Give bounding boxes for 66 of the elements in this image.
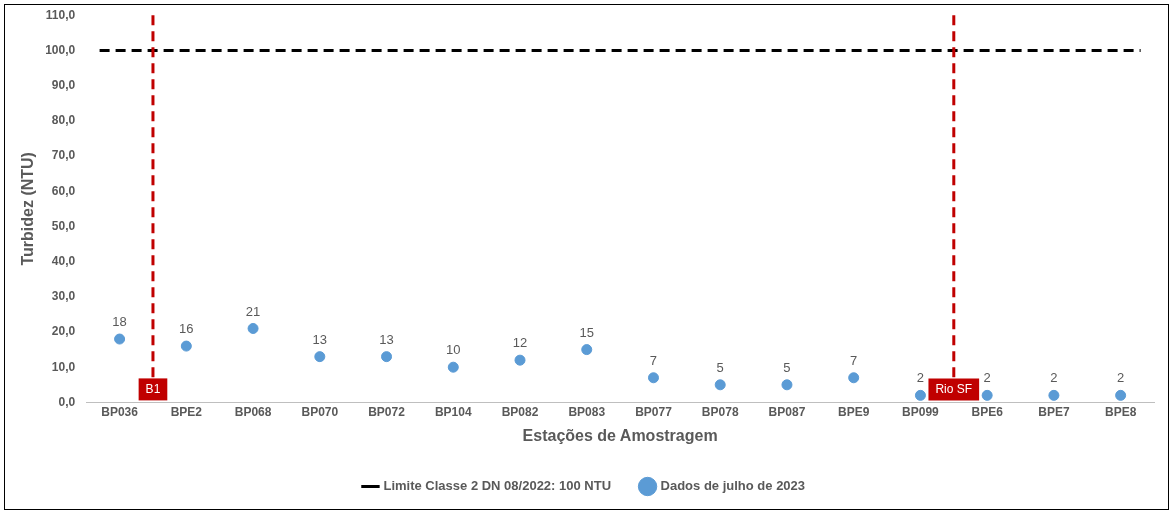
x-axis-title: Estações de Amostragem	[522, 426, 718, 444]
y-tick-label: 60,0	[51, 183, 76, 198]
y-tick-label: 10,0	[51, 359, 76, 374]
y-tick-label: 20,0	[51, 324, 76, 339]
x-tick-label: BPE9	[838, 404, 870, 419]
y-tick-label: 70,0	[51, 148, 76, 163]
x-tick-label: BPE6	[971, 404, 1004, 419]
point	[180, 340, 192, 352]
data-label: 5	[783, 359, 791, 375]
x-tick-label: BP077	[635, 404, 673, 419]
x-tick-label: BPE8	[1104, 404, 1137, 419]
data-label: 2	[1050, 370, 1058, 386]
point	[981, 389, 993, 401]
point	[1115, 389, 1127, 401]
data-label: 15	[579, 324, 594, 340]
point	[447, 361, 459, 373]
data-label: 13	[312, 331, 328, 347]
legend-label: Limite Classe 2 DN 08/2022: 100 NTU	[383, 478, 612, 494]
point	[381, 351, 393, 363]
data-label: 2	[1117, 370, 1125, 386]
point	[1048, 389, 1060, 401]
data-label: 5	[716, 359, 724, 375]
data-label: 16	[179, 321, 194, 337]
data-label: 21	[245, 303, 261, 319]
x-tick-label: BP036	[101, 404, 139, 419]
point	[114, 333, 126, 345]
data-label: 7	[649, 352, 658, 368]
legend-label: Dados de julho de 2023	[660, 478, 806, 494]
point	[781, 379, 793, 391]
point	[514, 354, 526, 366]
y-tick-label: 0,0	[58, 394, 76, 409]
data-label: 13	[379, 331, 394, 347]
point	[314, 351, 326, 363]
x-tick-label: BP104	[434, 404, 472, 419]
x-tick-label: BP070	[301, 404, 339, 419]
x-tick-label: BP068	[234, 404, 272, 419]
annotation: B1	[145, 381, 161, 396]
x-tick-label: BPE2	[170, 404, 203, 419]
data-label: 2	[983, 370, 991, 386]
point	[647, 372, 659, 384]
point	[247, 322, 259, 334]
y-tick-label: 50,0	[51, 218, 76, 233]
y-tick-label: 110,0	[45, 7, 76, 22]
x-tick-label: BP078	[701, 404, 739, 419]
annotation: Rio SF	[935, 381, 973, 396]
y-tick-label: 40,0	[51, 253, 76, 268]
x-tick-label: BP083	[568, 404, 606, 419]
y-tick-label: 30,0	[51, 289, 76, 304]
x-tick-label: BPE7	[1038, 404, 1070, 419]
point	[848, 372, 860, 384]
y-tick-label: 80,0	[51, 113, 76, 128]
x-tick-label: BP087	[768, 404, 806, 419]
y-tick-label: 100,0	[45, 42, 76, 57]
data-label: 18	[112, 314, 127, 330]
y-tick-label: 90,0	[51, 77, 76, 92]
x-tick-label: BP099	[902, 404, 940, 419]
data-label: 7	[850, 352, 858, 368]
data-label: 2	[916, 370, 925, 386]
x-tick-label: BP072	[368, 404, 406, 419]
data-label: 10	[446, 342, 461, 358]
x-tick-label: BP082	[501, 404, 539, 419]
point	[581, 344, 593, 356]
data-label: 12	[512, 335, 528, 351]
point	[914, 389, 926, 401]
y-axis-title: Turbidez (NTU)	[19, 152, 37, 266]
point	[714, 379, 726, 391]
